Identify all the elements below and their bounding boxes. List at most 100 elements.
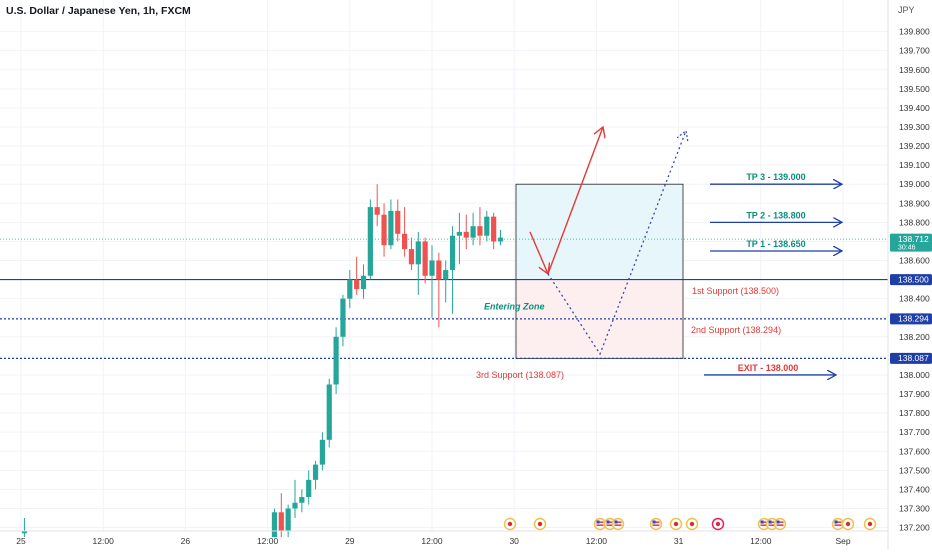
flag-stripe: [834, 524, 842, 526]
candle-body: [278, 512, 284, 532]
candle-30: [470, 212, 476, 246]
symbol-title[interactable]: U.S. Dollar / Japanese Yen, 1h, FXCM: [6, 5, 191, 17]
flag-stripe: [768, 524, 776, 526]
time-tick-4: 29: [345, 536, 355, 546]
price-tick-1: 139.700: [899, 46, 930, 56]
candle-8: [319, 432, 325, 471]
price-badge-138087-text: 138.087: [898, 353, 929, 363]
event-marker-8[interactable]: [711, 517, 725, 531]
candle-body: [491, 216, 497, 242]
flag-canton: [614, 520, 618, 524]
candle-3: [285, 504, 291, 538]
candle-body: [395, 210, 401, 234]
flag-stripe: [596, 521, 604, 523]
event-marker-0[interactable]: [503, 517, 517, 531]
time-axis[interactable]: 25 12:00 26 12:00 29 12:00 30 12:00 31 12:00 Sep: [16, 536, 851, 546]
flag-stripe: [776, 521, 784, 523]
time-tick-6: 30: [509, 536, 519, 546]
candle-body: [381, 214, 387, 246]
candle-13: [354, 256, 360, 295]
candle-body: [299, 497, 305, 503]
candle-28: [456, 212, 462, 265]
time-tick-5: 12:00: [421, 536, 443, 546]
price-badge-138294: 138.294: [890, 313, 932, 325]
support-3-label: 3rd Support (138.087): [476, 370, 564, 380]
time-tick-7: 12:00: [586, 536, 608, 546]
candle-body: [326, 384, 332, 440]
price-tick-10: 138.800: [899, 217, 930, 227]
candle-body: [388, 210, 394, 246]
dotted-projection-path: [547, 131, 686, 356]
time-tick-2: 26: [181, 536, 191, 546]
event-marker-6[interactable]: [669, 517, 683, 531]
price-tick-16: 138.200: [899, 332, 930, 342]
candle-5: [299, 489, 305, 513]
candle-body: [463, 231, 469, 238]
flag-canton: [606, 520, 610, 524]
red-entry-arrow: [529, 231, 548, 274]
event-dot: [507, 521, 513, 527]
currency-label: JPY: [898, 5, 915, 15]
event-markers[interactable]: [503, 517, 877, 531]
candle-31: [477, 207, 483, 246]
grid-lines: [0, 0, 888, 531]
flag-canton: [652, 520, 656, 524]
event-marker-1[interactable]: [533, 517, 547, 531]
price-tick-0: 139.800: [899, 27, 930, 37]
candle-body: [319, 439, 325, 465]
event-marker-13[interactable]: [841, 517, 855, 531]
us-flag-icon: [649, 517, 663, 531]
flag-stripe: [614, 521, 622, 523]
candle-21: [408, 237, 415, 271]
flag-stripe: [834, 521, 842, 523]
support-1-label: 1st Support (138.500): [692, 286, 779, 296]
price-tick-21: 137.700: [899, 427, 930, 437]
price-tick-5: 139.300: [899, 122, 930, 132]
candle-body: [449, 235, 456, 271]
tp1-label: TP 1 - 138.650: [746, 239, 805, 249]
projection-paths: [529, 127, 686, 356]
price-tick-14: 138.400: [899, 294, 930, 304]
us-flag-icon: [773, 517, 787, 531]
time-tick-1: 12:00: [93, 536, 115, 546]
event-marker-7[interactable]: [685, 517, 699, 531]
profit-zone: [515, 183, 684, 280]
event-marker-11[interactable]: [773, 517, 787, 531]
event-marker-5[interactable]: [649, 517, 663, 531]
current-price-badge-bg: [890, 233, 932, 252]
price-axis[interactable]: 139.800 139.700 139.600 139.500 139.400 139.3…: [890, 27, 932, 533]
event-marker-14[interactable]: [863, 517, 877, 531]
price-badge-138294-bg: [890, 313, 932, 325]
candle-15: [367, 199, 373, 280]
price-badge-138500: 138.500: [890, 274, 932, 286]
candle-body: [306, 479, 312, 498]
candle-34: [497, 229, 504, 246]
candle-33: [491, 212, 497, 250]
candlesticks: [21, 184, 504, 538]
price-badge-138294-text: 138.294: [898, 314, 929, 324]
flag-canton: [596, 520, 600, 524]
event-dot: [845, 521, 851, 527]
tp3-label: TP 3 - 139.000: [746, 172, 805, 182]
flag-stripe: [776, 524, 784, 526]
candle-body: [484, 216, 490, 236]
time-tick-9: 12:00: [750, 536, 772, 546]
price-tick-8: 139.000: [899, 179, 930, 189]
event-dot: [537, 521, 543, 527]
entry-zone: [515, 279, 684, 359]
flag-stripe: [768, 521, 776, 523]
candle-body: [497, 237, 504, 242]
event-marker-4[interactable]: [611, 517, 625, 531]
flag-canton: [760, 520, 764, 524]
candle-body: [429, 260, 435, 276]
price-tick-25: 137.300: [899, 503, 930, 513]
candle-17: [381, 203, 387, 257]
event-dot: [673, 521, 679, 527]
candle-body: [415, 241, 421, 265]
candle-29: [463, 214, 469, 250]
candle-body: [443, 270, 449, 280]
candle-body: [374, 207, 380, 215]
price-badge-138500-bg: [890, 274, 932, 286]
